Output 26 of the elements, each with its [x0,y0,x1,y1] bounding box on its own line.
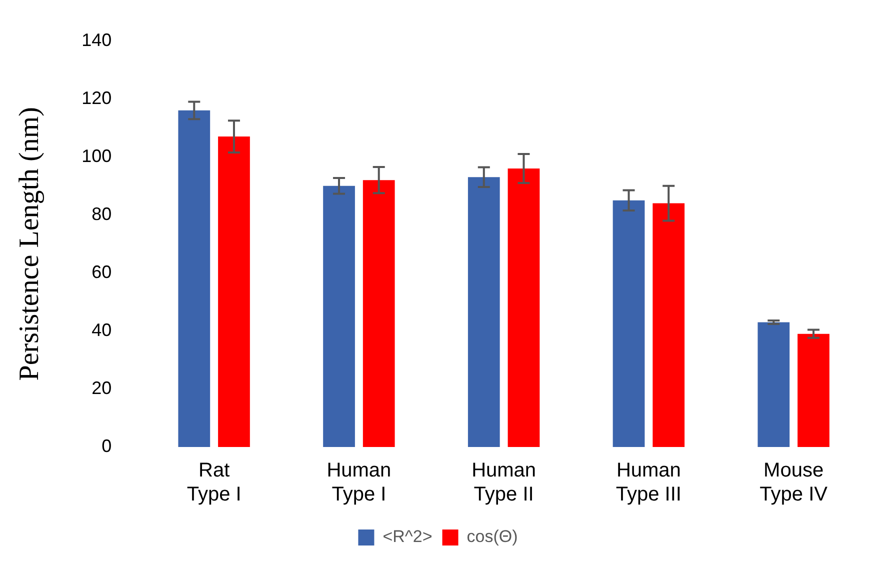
y-tick-label: 20 [92,378,112,398]
bar [468,177,500,447]
x-tick-label: Rat Type I [186,460,242,506]
x-tick-label: Human Type III [616,460,682,506]
legend-label: <R^2> [382,527,432,546]
y-axis-title: Persistence Length (nm) [14,107,46,381]
x-tick-label: Human Type I [326,460,392,506]
y-tick-label: 140 [82,30,112,50]
y-tick-label: 120 [82,88,112,108]
y-tick-label: 60 [92,262,112,282]
bar [798,334,830,447]
y-tick-label: 0 [102,436,112,456]
bar [362,180,395,447]
bar [178,110,210,447]
bar [612,200,645,447]
legend-label: cos(Θ) [466,527,518,546]
bar [758,322,790,447]
y-tick-label: 100 [82,146,112,166]
bar [508,168,540,447]
bar [652,203,685,447]
x-tick-label: Mouse Type IV [760,460,828,506]
bar [218,136,250,447]
y-tick-label: 80 [92,204,112,224]
bar [323,186,355,447]
x-tick-label: Human Type II [472,460,536,506]
y-tick-label: 40 [92,320,112,340]
